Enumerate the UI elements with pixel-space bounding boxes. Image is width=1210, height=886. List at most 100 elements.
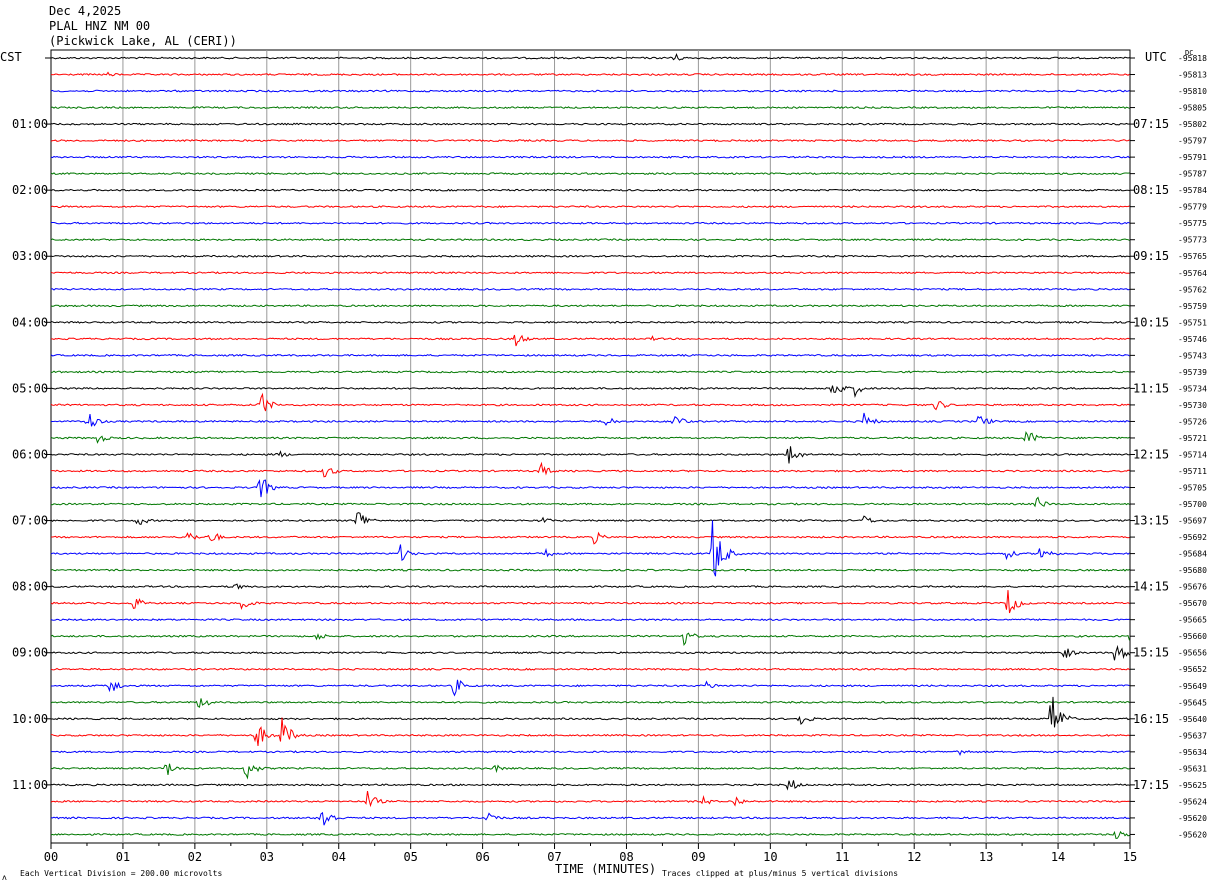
x-tick-label: 03 xyxy=(260,850,274,864)
dc-offset-label: -95751 xyxy=(1178,318,1207,327)
dc-offset-label: -95779 xyxy=(1178,203,1207,212)
dc-offset-label: -95660 xyxy=(1178,632,1207,641)
logo-glyph: ʌ xyxy=(2,873,7,882)
utc-hour-label: 15:15 xyxy=(1133,646,1169,660)
dc-offset-label: -95739 xyxy=(1178,368,1207,377)
seismic-trace xyxy=(50,254,1130,258)
seismic-trace xyxy=(50,205,1130,209)
dc-offset-label: -95746 xyxy=(1178,335,1207,344)
dc-offset-label: -95734 xyxy=(1178,384,1207,393)
seismic-trace xyxy=(50,618,1130,622)
dc-offset-label: -95697 xyxy=(1178,517,1207,526)
seismic-trace xyxy=(50,238,1130,242)
dc-offset-label: -95637 xyxy=(1178,731,1207,740)
dc-offset-label: -95813 xyxy=(1178,71,1207,80)
seismic-trace xyxy=(51,749,1130,757)
dc-offset-label: -95649 xyxy=(1178,682,1207,691)
seismic-trace xyxy=(50,122,1130,126)
dc-offset-label: -95810 xyxy=(1178,87,1207,96)
seismic-trace xyxy=(50,478,1130,498)
dc-offset-label: -95624 xyxy=(1178,797,1207,806)
utc-hour-label: 09:15 xyxy=(1133,249,1169,263)
x-tick-label: 14 xyxy=(1051,850,1065,864)
dc-offset-label: -95743 xyxy=(1178,351,1207,360)
seismic-trace xyxy=(51,679,1130,697)
cst-hour-label: 11:00 xyxy=(12,778,48,792)
utc-hour-label: 14:15 xyxy=(1133,580,1169,594)
utc-hour-label: 11:15 xyxy=(1133,381,1169,395)
seismic-trace xyxy=(50,811,1130,826)
seismic-trace xyxy=(50,89,1130,93)
x-tick-label: 04 xyxy=(332,850,346,864)
dc-offset-label: -95764 xyxy=(1178,269,1207,278)
x-tick-label: 10 xyxy=(763,850,777,864)
seismic-trace xyxy=(50,830,1130,839)
dc-offset-label: -95775 xyxy=(1178,219,1207,228)
seismic-trace xyxy=(50,632,1130,647)
station-code: PLAL HNZ NM 00 xyxy=(49,19,151,33)
seismic-trace xyxy=(50,763,1130,780)
seismic-trace xyxy=(50,271,1130,275)
seismic-trace xyxy=(50,52,1130,61)
x-tick-label: 11 xyxy=(835,850,849,864)
seismic-trace xyxy=(50,287,1130,291)
dc-offset-label: -95670 xyxy=(1178,599,1207,608)
seismic-trace xyxy=(50,644,1130,661)
dc-offset-label: -95676 xyxy=(1178,583,1207,592)
dc-offset-label: -95620 xyxy=(1178,814,1207,823)
dc-offset-label: -95759 xyxy=(1178,302,1207,311)
dc-offset-label: -95765 xyxy=(1178,252,1207,261)
x-tick-label: 15 xyxy=(1123,850,1137,864)
dc-offset-label: -95730 xyxy=(1178,401,1207,410)
seismic-trace xyxy=(51,531,1130,545)
dc-offset-label: -95640 xyxy=(1178,715,1207,724)
seismic-trace xyxy=(50,791,1130,808)
seismic-trace xyxy=(50,304,1130,308)
dc-offset-label: -95692 xyxy=(1178,533,1207,542)
seismic-traces xyxy=(50,52,1130,839)
seismic-trace xyxy=(50,412,1130,427)
dc-label: DC xyxy=(1185,49,1193,57)
utc-hour-label: 17:15 xyxy=(1133,778,1169,792)
station-location: (Pickwick Lake, AL (CERI)) xyxy=(49,34,237,48)
seismic-trace xyxy=(50,520,1130,577)
cst-hour-label: 04:00 xyxy=(12,315,48,329)
seismic-trace xyxy=(50,71,1130,77)
utc-hour-label: 12:15 xyxy=(1133,447,1169,461)
dc-offset-label: -95791 xyxy=(1178,153,1207,162)
seismic-trace xyxy=(50,155,1130,159)
seismic-trace xyxy=(50,667,1130,671)
x-tick-label: 12 xyxy=(907,850,921,864)
dc-offset-label: -95645 xyxy=(1178,698,1207,707)
dc-offset-label: -95726 xyxy=(1178,417,1207,426)
dc-offset-label: -95680 xyxy=(1178,566,1207,575)
cst-hour-label: 02:00 xyxy=(12,183,48,197)
utc-hour-label: 07:15 xyxy=(1133,117,1169,131)
cst-hour-label: 10:00 xyxy=(12,712,48,726)
seismic-trace xyxy=(50,583,1130,590)
seismic-trace xyxy=(50,496,1130,508)
dc-offset-label: -95797 xyxy=(1178,137,1207,146)
plot-date: Dec 4,2025 xyxy=(49,4,122,18)
seismic-trace xyxy=(50,385,1130,399)
dc-offset-label: -95652 xyxy=(1178,665,1207,674)
clip-note: Traces clipped at plus/minus 5 vertical … xyxy=(662,869,898,878)
cst-hour-label: 03:00 xyxy=(12,249,48,263)
seismic-trace xyxy=(51,461,1130,478)
utc-hour-label: 10:15 xyxy=(1133,315,1169,329)
dc-offset-label: -95805 xyxy=(1178,104,1207,113)
x-tick-label: 13 xyxy=(979,850,993,864)
x-tick-label: 08 xyxy=(619,850,633,864)
dc-offset-label: -95620 xyxy=(1178,830,1207,839)
x-tick-label: 00 xyxy=(44,850,58,864)
plot-frame xyxy=(50,49,1131,844)
dc-offset-label: -95714 xyxy=(1178,450,1207,459)
seismic-trace xyxy=(50,717,1130,747)
utc-hour-label: 16:15 xyxy=(1133,712,1169,726)
time-grid xyxy=(45,49,1135,849)
seismic-trace xyxy=(50,568,1130,572)
x-tick-label: 06 xyxy=(475,850,489,864)
seismic-trace xyxy=(50,431,1130,444)
seismic-trace xyxy=(50,139,1130,143)
